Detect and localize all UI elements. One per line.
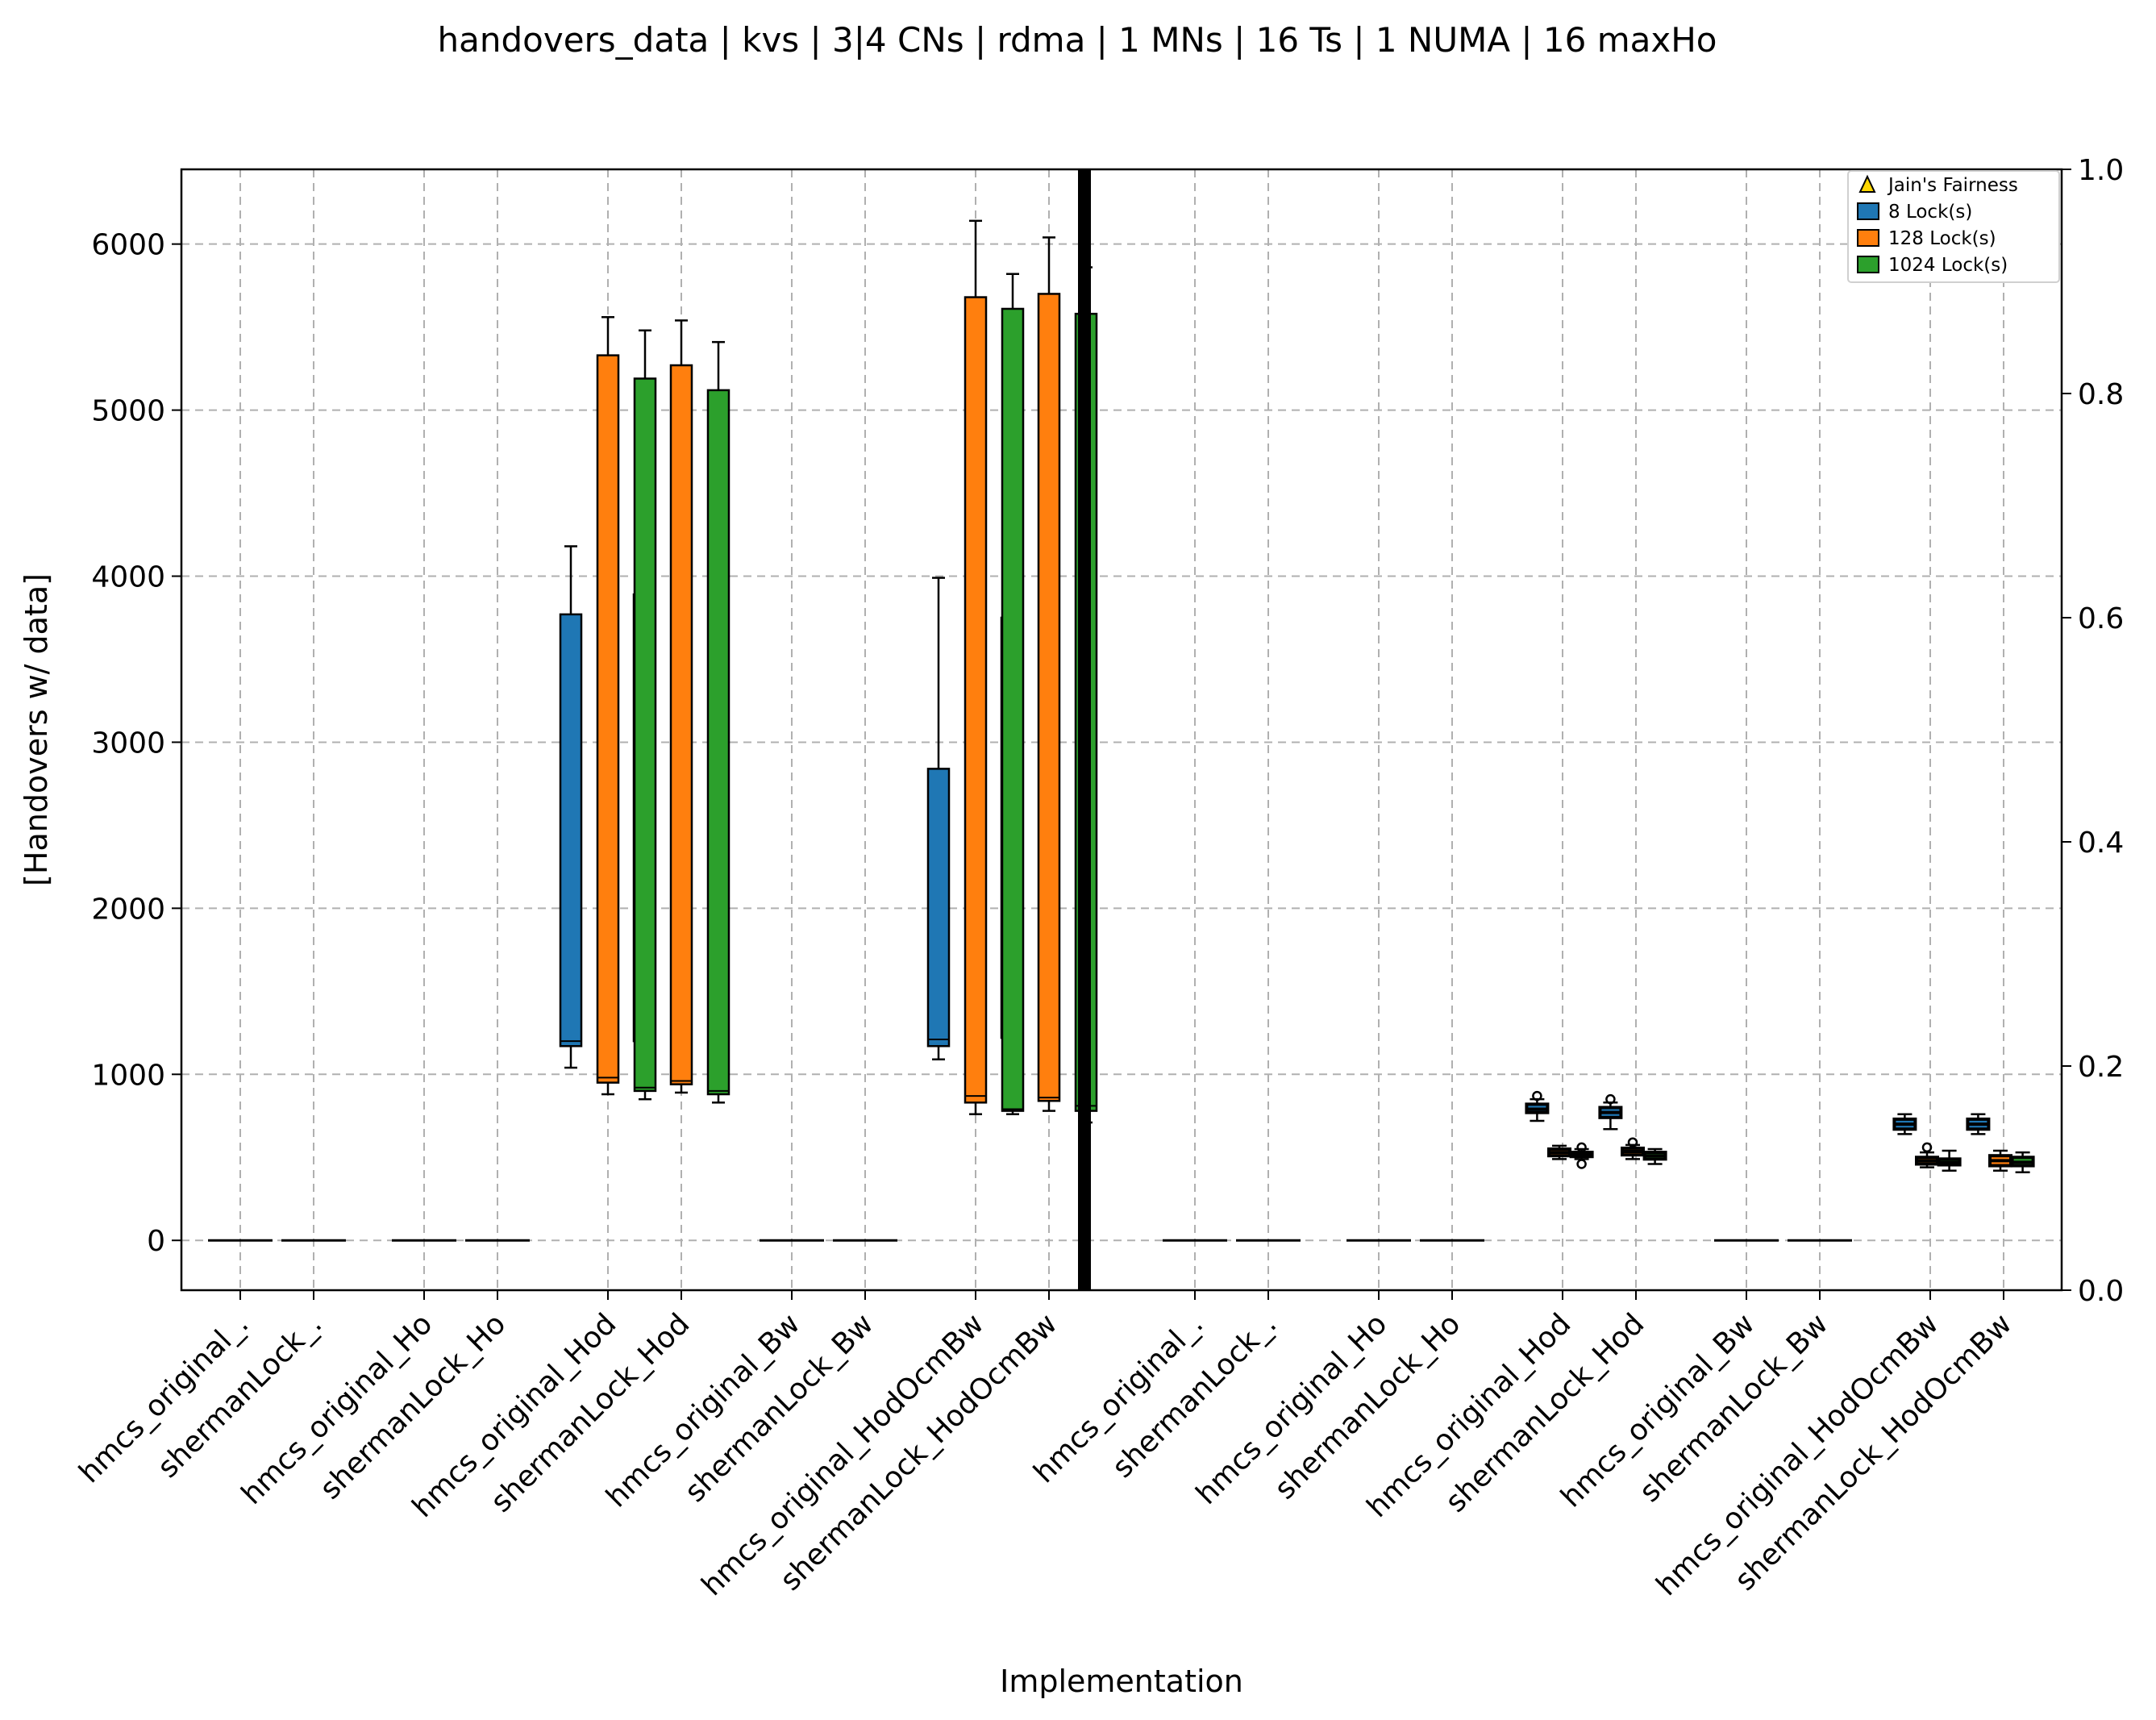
- y-tick-label: 4000: [91, 561, 165, 594]
- y2-tick-label: 0.8: [2078, 378, 2124, 411]
- legend-label: 128 Lock(s): [1888, 228, 1996, 249]
- outlier-point: [1605, 1093, 1616, 1105]
- y2-tick-label: 0.2: [2078, 1051, 2124, 1084]
- legend-label: Jain's Fairness: [1887, 175, 2018, 196]
- box-8-locks: [559, 613, 583, 1047]
- legend-label: 1024 Lock(s): [1888, 255, 2008, 276]
- legend: Jain's Fairness 8 Lock(s) 128 Lock(s) 1024 …: [1847, 170, 2060, 283]
- outlier-point: [1532, 1090, 1542, 1102]
- y-tick-label: 6000: [91, 229, 165, 262]
- outlier-point: [1921, 1142, 1933, 1153]
- y2-tick-label: 0.0: [2078, 1275, 2124, 1308]
- y2-tick-label: 1.0: [2078, 154, 2124, 187]
- y-tick-label: 1000: [91, 1059, 165, 1092]
- plot-area: [208, 219, 2035, 1242]
- legend-frame: [1847, 170, 2060, 283]
- box-128-locks: [1037, 293, 1061, 1102]
- legend-swatch: [1857, 256, 1879, 273]
- legend-label: 8 Lock(s): [1888, 202, 1972, 223]
- box-1024-locks: [633, 377, 657, 1093]
- y-axis-label: [Handovers w/ data]: [19, 573, 54, 886]
- chart-title: handovers_data | kvs | 3|4 CNs | rdma | …: [438, 20, 1717, 60]
- outlier-point: [1576, 1142, 1587, 1153]
- axes: 0 1000 2000 3000 4000 5000 6000 0.0 0.2 0.4 0.6 0.8…: [73, 154, 2124, 1602]
- legend-swatch: [1857, 202, 1879, 220]
- y-tick-label: 3000: [91, 727, 165, 760]
- outlier-point: [1576, 1159, 1587, 1169]
- box-8-locks: [926, 768, 951, 1047]
- y-tick-label: 5000: [91, 395, 165, 428]
- box-128-locks: [596, 354, 620, 1084]
- outlier-point: [1627, 1137, 1638, 1147]
- legend-swatch: [1857, 229, 1879, 247]
- y-tick-label: 0: [147, 1225, 165, 1258]
- plot-frame: [180, 168, 2063, 1292]
- box-1024-locks: [1001, 307, 1025, 1112]
- y-tick-label: 2000: [91, 893, 165, 926]
- grid-lines: [181, 169, 2062, 1290]
- y2-tick-label: 0.6: [2078, 602, 2124, 635]
- box-128-locks: [964, 296, 988, 1104]
- x-axis-label: Implementation: [1000, 1664, 1243, 1699]
- box-128-locks: [669, 364, 693, 1085]
- legend-triangle-marker: [1858, 174, 1876, 193]
- y2-tick-label: 0.4: [2078, 827, 2124, 860]
- box-1024-locks: [706, 389, 730, 1096]
